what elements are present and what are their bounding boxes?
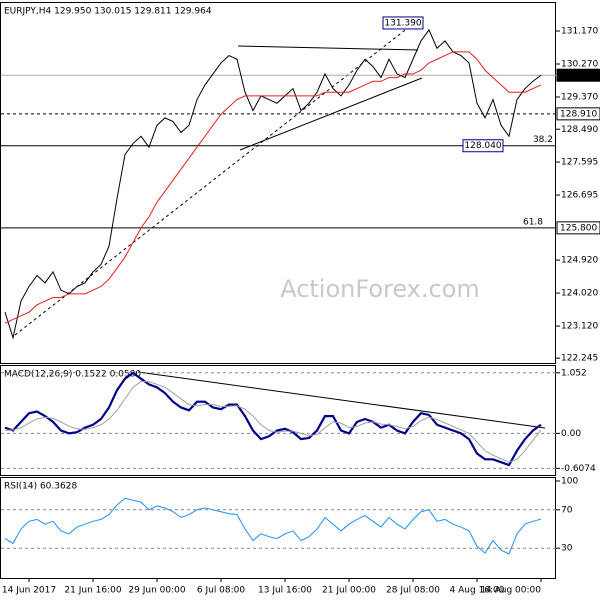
x-tick-label: 6 Jul 08:00	[197, 586, 246, 596]
y-tick-label: 124.920	[561, 256, 598, 266]
level-box	[556, 221, 600, 235]
level-label: 38.2	[533, 135, 553, 145]
x-tick-label: 21 Jul 00:00	[322, 586, 376, 596]
annotation-box	[462, 139, 504, 153]
level-box	[556, 68, 600, 82]
level-label: 125.800	[560, 223, 597, 233]
y-tick-label: 127.595	[561, 158, 598, 168]
y-tick-label: 126.695	[561, 191, 598, 201]
annotation: 131.390	[384, 18, 421, 28]
macd-trendline	[137, 371, 546, 429]
y-tick-label: 1.052	[561, 368, 587, 378]
rsi-title: RSI(14) 60.3628	[4, 482, 77, 492]
rsi-panel	[0, 477, 556, 579]
y-tick-label: 100	[561, 477, 578, 487]
y-tick-label: 129.370	[561, 92, 598, 102]
y-tick-label: 128.490	[561, 125, 598, 135]
series-line	[4, 497, 542, 555]
x-tick-label: 14 Jun 2017	[2, 586, 56, 596]
y-tick-label: 123.120	[561, 322, 598, 332]
annotation: 61.8	[523, 217, 543, 227]
annotation: 128.040	[464, 141, 501, 151]
x-tick-label: 13 Jul 16:00	[258, 586, 312, 596]
watermark: ActionForex.com	[280, 275, 480, 303]
x-tick-label: 29 Jun 00:00	[128, 586, 185, 596]
x-tick-label: 14 Aug 00:00	[480, 586, 541, 596]
level-label: 129.964	[560, 71, 597, 81]
macd-panel	[0, 365, 556, 476]
series-line	[4, 371, 542, 467]
annotation-box	[382, 16, 424, 30]
macd-title: MACD(12,26,9) 0.1522 0.0580	[4, 370, 141, 380]
x-tick-label: 21 Jun 16:00	[64, 586, 121, 596]
y-tick-label: 70	[561, 505, 573, 515]
level-label: 128.910	[560, 109, 597, 119]
y-tick-label: 0.00	[561, 429, 581, 439]
x-tick-label: 4 Aug 16:00	[450, 586, 505, 596]
series-line	[4, 28, 542, 340]
y-tick-label: 130.270	[561, 60, 598, 70]
price-title: EURJPY,H4 129.950 130.015 129.811 129.96…	[4, 7, 212, 17]
y-tick-label: 30	[561, 544, 573, 554]
y-tick-label: 122.245	[561, 354, 598, 364]
price-panel	[0, 2, 556, 364]
trendline	[14, 19, 419, 336]
series-line	[4, 51, 542, 324]
y-tick-label: -0.6074	[561, 464, 596, 474]
trendline	[237, 45, 419, 51]
x-tick-label: 28 Jul 08:00	[386, 586, 440, 596]
y-tick-label: 124.020	[561, 289, 598, 299]
series-line	[4, 381, 542, 463]
level-box	[556, 107, 600, 121]
y-tick-label: 131.170	[561, 27, 598, 37]
